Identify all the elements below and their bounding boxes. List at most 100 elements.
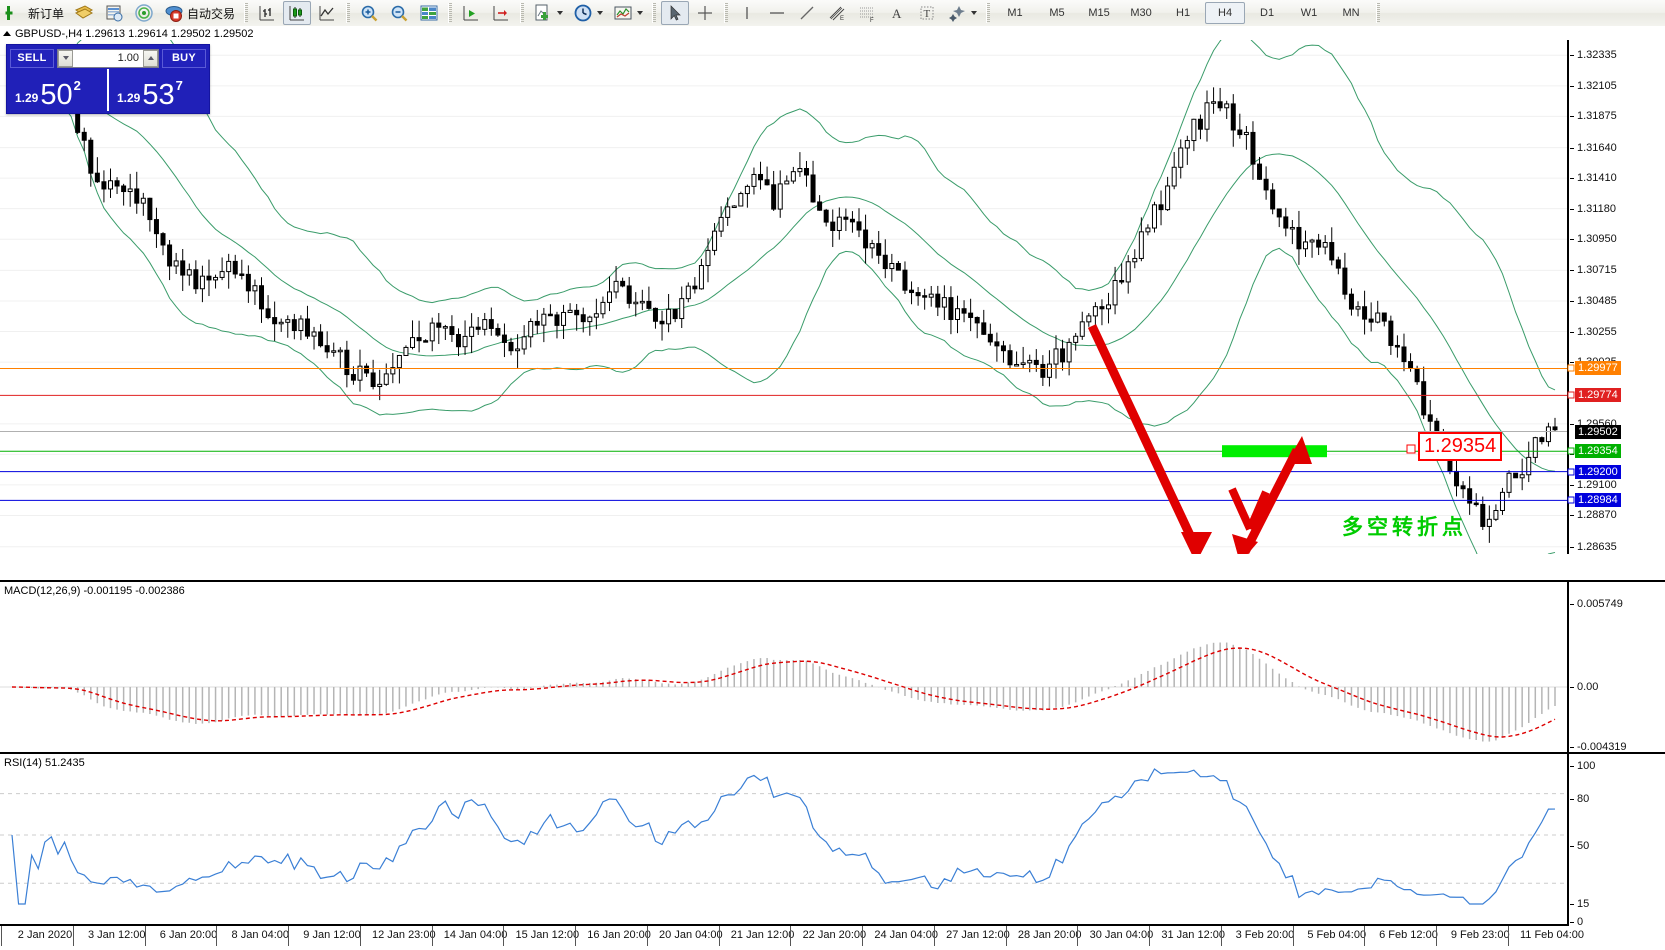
indicators-button[interactable] <box>529 1 567 25</box>
volume-decrement-button[interactable] <box>58 49 73 67</box>
sell-price-big: 50 <box>40 79 73 112</box>
time-axis[interactable]: 2 Jan 2020 3 Jan 12:00 6 Jan 20:00 8 Jan 04… <box>0 924 1584 946</box>
chart-shift-button[interactable] <box>457 1 485 25</box>
chevron-down-icon[interactable] <box>597 11 604 15</box>
price-level-tag-support-blue-2[interactable]: 1.28984 <box>1575 493 1621 508</box>
text-label-button[interactable]: A <box>883 1 911 25</box>
timeframe-button-m30[interactable]: M30 <box>1130 7 1152 19</box>
price-pane[interactable] <box>0 40 1665 554</box>
buy-price-prefix: 1.29 <box>117 91 141 105</box>
price-axis-tick: 1.30950 <box>1570 233 1617 245</box>
timeframe-button-h4[interactable]: H4 <box>1205 2 1246 24</box>
timeframe-button-m15[interactable]: M15 <box>1088 7 1110 19</box>
rsi-axis-tick: 15 <box>1570 898 1589 910</box>
trendline-button[interactable] <box>793 1 821 25</box>
profiles-button[interactable] <box>70 1 98 25</box>
horizontal-line-button[interactable] <box>763 1 791 25</box>
sell-button[interactable]: SELL <box>10 48 54 68</box>
cursor-button[interactable] <box>661 1 690 25</box>
sell-price-display[interactable]: 1.29 50 2 <box>7 69 107 111</box>
volume-stepper[interactable]: 1.00 <box>57 48 159 68</box>
callout-anchor-handle[interactable] <box>1406 444 1416 454</box>
objects-icon <box>949 6 966 22</box>
line-chart-button[interactable] <box>313 1 341 25</box>
new-order-button[interactable]: 新订单 <box>1 1 68 25</box>
rsi-pane[interactable]: RSI(14) 51.2435 <box>0 752 1665 926</box>
rsi-axis-tick: 0 <box>1570 916 1583 928</box>
price-level-handle[interactable] <box>1567 447 1575 455</box>
price-level-tag-resistance-orange[interactable]: 1.29977 <box>1575 361 1621 376</box>
time-axis-label: 16 Jan 20:00 <box>587 929 651 941</box>
timeframe-button-h1[interactable]: H1 <box>1176 7 1191 19</box>
templates-button[interactable] <box>609 1 647 25</box>
macd-pane[interactable]: MACD(12,26,9) -0.001195 -0.002386 <box>0 580 1665 752</box>
auto-scroll-button[interactable] <box>487 1 515 25</box>
time-axis-label: 3 Feb 20:00 <box>1235 929 1295 941</box>
crosshair-button[interactable] <box>691 1 719 25</box>
navigator-icon <box>135 4 153 22</box>
periodicity-button[interactable] <box>569 1 607 25</box>
price-axis-tick: 1.32335 <box>1570 49 1617 61</box>
timeframe-button-w1[interactable]: W1 <box>1300 7 1318 19</box>
svg-text:A: A <box>892 6 902 21</box>
collapse-triangle-icon[interactable] <box>3 31 11 36</box>
price-level-tag-current-price[interactable]: 1.29502 <box>1575 424 1621 439</box>
time-axis-label: 11 Feb 04:00 <box>1519 929 1585 941</box>
zoom-out-button[interactable] <box>385 1 413 25</box>
time-axis-label: 22 Jan 20:00 <box>802 929 867 941</box>
price-level-handle[interactable] <box>1567 391 1575 399</box>
price-level-tag-resistance-red[interactable]: 1.29774 <box>1575 388 1621 403</box>
profiles-icon <box>75 5 94 19</box>
price-level-handle[interactable] <box>1567 364 1575 372</box>
rsi-axis-tick: 100 <box>1570 760 1595 772</box>
text-button[interactable]: T <box>913 1 941 25</box>
toolbar-separator <box>448 3 453 23</box>
equidistant-channel-button[interactable]: E <box>823 1 851 25</box>
candlestick-chart-button[interactable] <box>283 1 312 25</box>
buy-price-display[interactable]: 1.29 53 7 <box>107 69 209 111</box>
rsi-axis-tick: 50 <box>1570 840 1589 852</box>
time-axis-label: 27 Jan 12:00 <box>946 929 1010 941</box>
market-watch-button[interactable] <box>100 1 128 25</box>
timeframe-button-m1[interactable]: M1 <box>1007 7 1023 19</box>
volume-input[interactable]: 1.00 <box>117 52 139 64</box>
chevron-down-icon[interactable] <box>971 11 978 15</box>
rsi-axis[interactable]: 100 80 50 15 0 <box>1567 752 1665 928</box>
tick-mark <box>1570 454 1574 456</box>
price-callout[interactable]: 1.29354 <box>1418 432 1503 461</box>
market-watch-icon <box>106 5 123 22</box>
price-level-handle[interactable] <box>1567 468 1575 476</box>
chevron-down-icon[interactable] <box>637 11 644 15</box>
navigator-button[interactable] <box>130 1 158 25</box>
buy-button[interactable]: BUY <box>162 48 206 68</box>
bar-chart-button[interactable] <box>253 1 281 25</box>
macd-axis-tick: -0.004319 <box>1570 741 1627 753</box>
price-axis-tick: 1.29100 <box>1570 479 1617 491</box>
vertical-line-button[interactable] <box>733 1 761 25</box>
price-axis[interactable]: 1.32335 1.32105 1.31875 1.31640 1.31410 1.311… <box>1567 40 1665 554</box>
data-window-button[interactable] <box>415 1 443 25</box>
objects-button[interactable] <box>943 1 981 25</box>
time-axis-separator <box>1508 926 1509 946</box>
zoom-out-icon <box>391 5 408 22</box>
timeframe-button-d1[interactable]: D1 <box>1260 7 1275 19</box>
tick-mark <box>1570 270 1574 272</box>
chevron-down-icon[interactable] <box>557 11 564 15</box>
price-level-tag-support-blue-1[interactable]: 1.29200 <box>1575 464 1621 479</box>
chart-container[interactable]: GBPUSD-,H4 1.29613 1.29614 1.29502 1.295… <box>0 26 1665 950</box>
timeframe-button-m5[interactable]: M5 <box>1049 7 1065 19</box>
timeframe-button-mn[interactable]: MN <box>1342 7 1360 19</box>
data-window-icon <box>420 5 438 21</box>
one-click-trading-panel[interactable]: SELL 1.00 BUY 1.29 50 2 1.29 53 7 <box>6 44 210 114</box>
price-level-tag-support-green[interactable]: 1.29354 <box>1575 444 1621 459</box>
macd-axis[interactable]: 0.005749 0.00 -0.004319 <box>1567 580 1665 753</box>
autotrading-button[interactable]: 自动交易 <box>160 1 239 25</box>
tick-mark <box>1570 331 1574 333</box>
zoom-in-button[interactable] <box>355 1 383 25</box>
fibonacci-button[interactable]: F <box>853 1 881 25</box>
time-axis-label: 6 Jan 20:00 <box>159 929 218 941</box>
time-axis-separator <box>646 926 648 946</box>
volume-increment-button[interactable] <box>143 49 158 67</box>
price-level-handle[interactable] <box>1567 496 1575 504</box>
